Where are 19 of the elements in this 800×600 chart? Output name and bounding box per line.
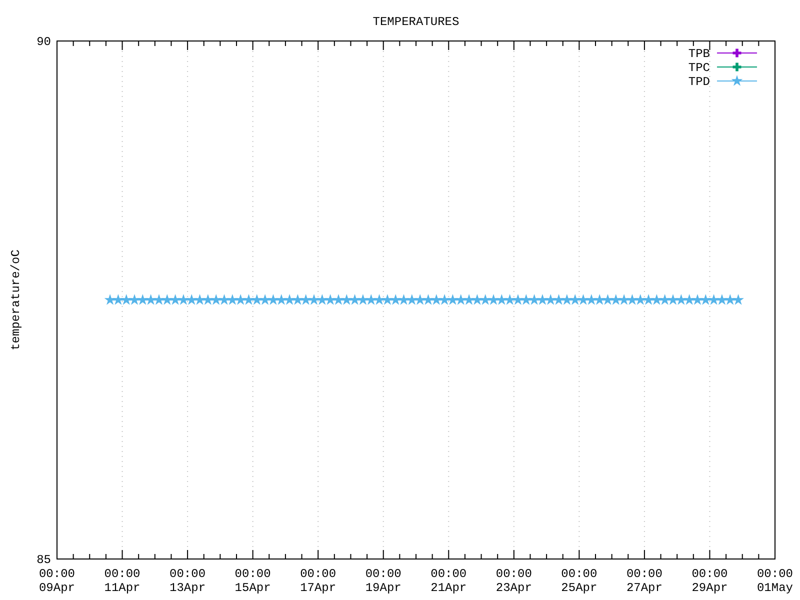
y-tick-label: 90 [36, 35, 51, 49]
chart-title: TEMPERATURES [372, 15, 460, 29]
x-tick-label: 00:00 01May [756, 567, 794, 595]
x-tick-label: 00:00 27Apr [626, 567, 662, 595]
y-tick-label: 85 [36, 553, 51, 567]
x-tick-label: 00:00 21Apr [430, 567, 467, 595]
x-tick-label: 00:00 19Apr [365, 567, 402, 595]
x-tick-label: 00:00 25Apr [561, 567, 598, 595]
x-tick-label: 00:00 13Apr [170, 567, 206, 595]
legend-label: TPC [688, 61, 710, 75]
legend-label: TPD [688, 75, 710, 89]
x-tick-label: 00:00 23Apr [496, 567, 532, 595]
y-axis-title: temperature/oC [9, 250, 23, 350]
x-tick-label: 00:00 17Apr [300, 567, 336, 595]
x-tick-label: 00:00 29Apr [692, 567, 728, 595]
x-tick-label: 00:00 15Apr [234, 567, 271, 595]
x-tick-label: 00:00 09Apr [38, 567, 76, 595]
x-tick-label: 00:00 11Apr [104, 567, 140, 595]
legend-label: TPB [688, 47, 710, 61]
